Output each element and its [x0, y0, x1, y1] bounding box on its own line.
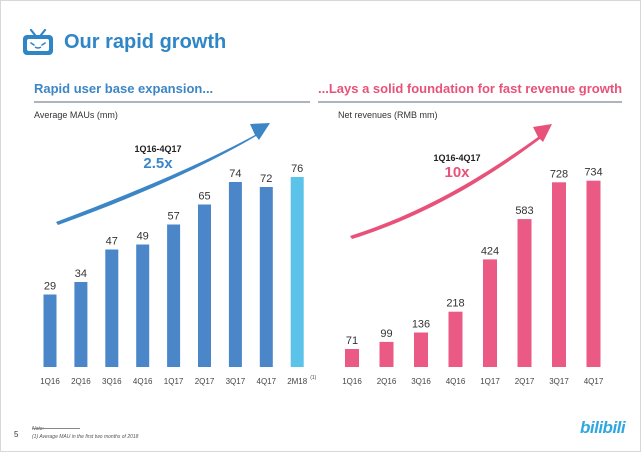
mau-category-label: 4Q17: [257, 377, 277, 386]
revenue-category-label: 3Q17: [549, 377, 569, 386]
revenue-value-label: 728: [550, 168, 568, 180]
revenue-bar: [586, 180, 601, 367]
right-chart-subtitle: Net revenues (RMB mm): [338, 110, 438, 120]
revenue-category-label: 4Q17: [584, 377, 604, 386]
mau-value-label: 65: [198, 191, 210, 203]
mau-category-footnote-marker: (1): [310, 375, 316, 381]
footnote-text: (1) Average MAU in the first two months …: [32, 434, 139, 440]
mau-bar: [290, 177, 304, 367]
right-section-heading: ...Lays a solid foundation for fast reve…: [318, 81, 623, 96]
mau-category-label: 2Q16: [71, 377, 91, 386]
mau-bar: [228, 182, 242, 367]
footnote-divider: [32, 428, 80, 429]
bilibili-logo: bilibili: [580, 418, 626, 437]
mau-category-label: 1Q17: [164, 377, 184, 386]
left-divider: [34, 101, 310, 103]
mau-value-label: 49: [137, 231, 149, 243]
mau-category-label: 2Q17: [195, 377, 215, 386]
revenue-value-label: 218: [446, 298, 464, 310]
mau-bar: [259, 187, 273, 367]
revenue-category-label: 3Q16: [411, 377, 431, 386]
revenue-value-label: 136: [412, 319, 430, 331]
revenue-category-label: 2Q17: [515, 377, 535, 386]
mau-bar: [105, 249, 119, 367]
mau-value-label: 57: [167, 211, 179, 223]
revenue-bar: [379, 341, 394, 367]
tv-icon: [23, 29, 53, 55]
revenue-bar: [414, 332, 428, 367]
mau-value-label: 76: [291, 163, 303, 175]
mau-category-label: 3Q16: [102, 377, 122, 386]
mau-bar: [43, 294, 57, 367]
mau-category-label: 1Q16: [40, 377, 60, 386]
right-divider: [318, 101, 622, 103]
mau-category-label: 4Q16: [133, 377, 153, 386]
mau-value-label: 47: [106, 236, 118, 248]
revenue-growth-range: 1Q16-4Q17: [433, 153, 480, 163]
revenue-value-label: 99: [380, 328, 392, 340]
left-section-heading: Rapid user base expansion...: [34, 81, 214, 96]
revenue-value-label: 583: [515, 205, 533, 217]
mau-bar: [198, 204, 211, 367]
mau-value-label: 34: [75, 268, 87, 280]
revenue-category-label: 4Q16: [446, 377, 466, 386]
mau-value-label: 74: [229, 168, 241, 180]
revenue-bar: [483, 259, 497, 367]
page-title: Our rapid growth: [64, 31, 227, 53]
mau-value-label: 72: [260, 173, 272, 185]
mau-bar: [136, 244, 150, 367]
mau-growth-arrow: [56, 123, 270, 225]
mau-growth-multiple: 2.5x: [143, 155, 173, 172]
revenue-value-label: 734: [584, 167, 602, 179]
revenue-bar: [552, 182, 566, 367]
left-chart-subtitle: Average MAUs (mm): [34, 110, 118, 120]
revenue-growth-multiple: 10x: [444, 164, 470, 181]
note-label: Note:: [32, 426, 44, 432]
revenue-bar: [517, 219, 532, 367]
mau-bar: [74, 282, 88, 367]
mau-bar: [167, 224, 181, 367]
mau-category-label: 3Q17: [226, 377, 246, 386]
revenue-bar: [448, 311, 463, 367]
revenue-value-label: 424: [481, 245, 499, 257]
mau-category-label: 2M18: [287, 377, 308, 386]
revenue-bar: [345, 349, 359, 367]
revenue-category-label: 2Q16: [377, 377, 397, 386]
mau-growth-range: 1Q16-4Q17: [134, 144, 181, 154]
revenue-category-label: 1Q16: [342, 377, 362, 386]
revenue-category-label: 1Q17: [480, 377, 500, 386]
page-number: 5: [14, 430, 19, 439]
revenue-value-label: 71: [346, 335, 358, 347]
mau-value-label: 29: [44, 281, 56, 293]
